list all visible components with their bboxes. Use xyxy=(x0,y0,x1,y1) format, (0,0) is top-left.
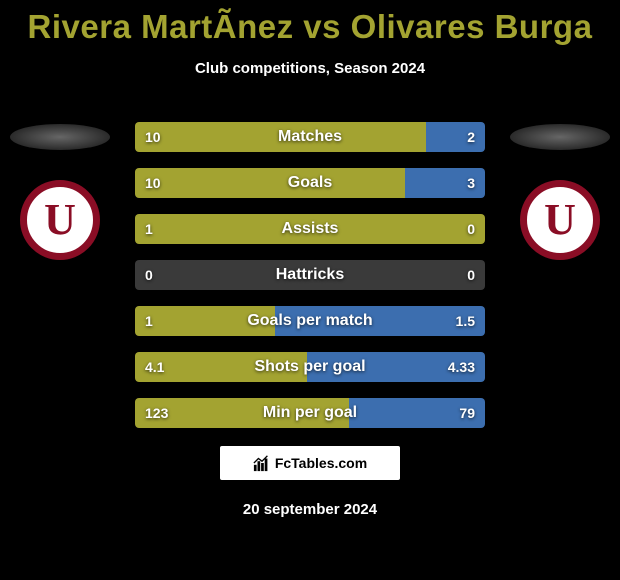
subtitle: Club competitions, Season 2024 xyxy=(0,60,620,77)
stat-bar-right-seg xyxy=(349,398,486,428)
club-badge-right-circle: U xyxy=(520,180,600,260)
club-badge-left-circle: U xyxy=(20,180,100,260)
club-badge-right-letter: U xyxy=(544,198,576,242)
stat-bar-right-seg xyxy=(275,306,485,336)
club-badge-right: U xyxy=(520,180,600,260)
player-shadow-right xyxy=(510,124,610,150)
stat-row: 11.5Goals per match xyxy=(135,306,485,336)
stat-row: 12379Min per goal xyxy=(135,398,485,428)
player-shadow-left xyxy=(10,124,110,150)
stat-bar-bg xyxy=(135,168,485,198)
stat-bar-bg xyxy=(135,398,485,428)
stat-bar-left-seg xyxy=(135,306,275,336)
stat-row: 4.14.33Shots per goal xyxy=(135,352,485,382)
stat-row: 00Hattricks xyxy=(135,260,485,290)
stat-bar-bg xyxy=(135,352,485,382)
stat-bar-left-seg xyxy=(135,214,485,244)
stat-row: 10Assists xyxy=(135,214,485,244)
stat-bar-left-seg xyxy=(135,122,426,152)
stat-bar-right-seg xyxy=(426,122,486,152)
stat-row: 102Matches xyxy=(135,122,485,152)
footer-date: 20 september 2024 xyxy=(0,501,620,518)
stat-bar-left-seg xyxy=(135,398,349,428)
stat-bar-bg xyxy=(135,306,485,336)
brand-logo-icon xyxy=(253,454,271,472)
club-badge-left-letter: U xyxy=(44,198,76,242)
stat-bar-left-seg xyxy=(135,168,405,198)
stat-bar-bg xyxy=(135,122,485,152)
brand-logo-text: FcTables.com xyxy=(275,455,367,471)
stat-bar-bg xyxy=(135,260,485,290)
page-title: Rivera MartÃ­nez vs Olivares Burga xyxy=(0,0,620,46)
stat-row: 103Goals xyxy=(135,168,485,198)
stat-bar-bg xyxy=(135,214,485,244)
brand-logo: FcTables.com xyxy=(220,446,400,480)
stats-bars: 102Matches 103Goals 10Assists 00Hattricks 11… xyxy=(135,122,485,428)
stat-bar-right-seg xyxy=(307,352,486,382)
stat-bar-right-seg xyxy=(405,168,486,198)
stat-bar-left-seg xyxy=(135,352,307,382)
club-badge-left: U xyxy=(20,180,100,260)
